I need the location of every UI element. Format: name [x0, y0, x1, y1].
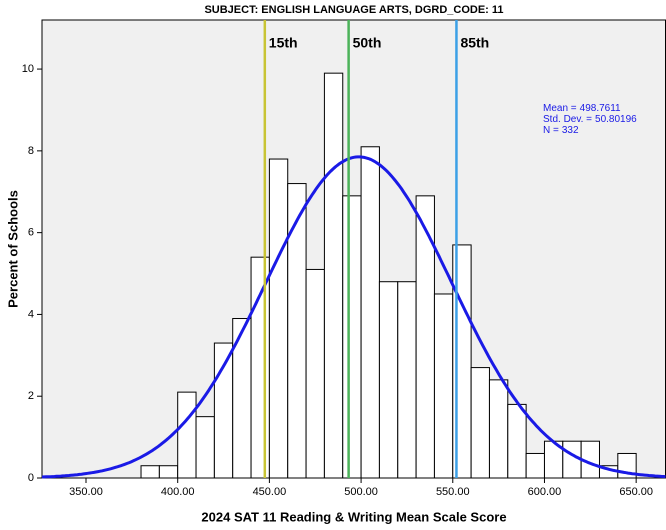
x-tick-label: 600.00 — [528, 486, 562, 498]
stat-value: 332 — [562, 125, 579, 136]
y-tick-label: 0 — [28, 472, 34, 484]
bar — [287, 183, 307, 479]
normal-curve — [41, 155, 666, 479]
stat-text: N = 332 — [543, 125, 579, 136]
bar — [250, 256, 270, 479]
x-tick-label: 400.00 — [161, 486, 195, 498]
y-tick-label: 2 — [28, 390, 34, 402]
bar — [507, 403, 527, 479]
bar — [268, 158, 289, 479]
stat-value: 498.7611 — [580, 103, 621, 114]
bar — [433, 293, 454, 479]
x-tick-label: 550.00 — [436, 486, 470, 498]
x-tick-label: 350.00 — [69, 486, 103, 498]
bar — [140, 465, 160, 479]
x-tick-label: 650.00 — [619, 486, 653, 498]
stat-label: N = — [543, 125, 559, 136]
bar — [342, 195, 362, 479]
bar — [415, 195, 435, 479]
bar — [323, 72, 344, 479]
percentile-label: 85th — [460, 35, 489, 51]
x-tick-label: 450.00 — [253, 486, 287, 498]
x-axis-label: 2024 SAT 11 Reading & Writing Mean Scale… — [201, 509, 506, 524]
chart-title: SUBJECT: ENGLISH LANGUAGE ARTS, DGRD_COD… — [204, 4, 503, 16]
stat-label: Mean = — [543, 103, 577, 114]
bar — [360, 146, 380, 479]
y-tick-label: 4 — [28, 308, 34, 320]
y-axis-label: Percent of Schools — [5, 190, 20, 308]
bar — [525, 452, 545, 479]
bar — [488, 379, 509, 479]
bar — [305, 268, 325, 479]
percentile-label: 50th — [353, 35, 382, 51]
bar — [177, 391, 197, 479]
y-tick-label: 10 — [22, 63, 34, 75]
x-tick-label: 500.00 — [344, 486, 378, 498]
y-tick-label: 6 — [28, 227, 34, 239]
percentile-label: 15th — [269, 35, 298, 51]
bar — [470, 367, 490, 479]
bar — [378, 281, 399, 479]
bar — [158, 465, 179, 479]
bar — [195, 416, 215, 479]
bar — [397, 281, 417, 479]
stat-text: Mean = 498.7611 — [543, 103, 621, 114]
stat-label: Std. Dev. = — [543, 114, 592, 125]
stat-text: Std. Dev. = 50.80196 — [543, 114, 637, 125]
stat-value: 50.80196 — [595, 114, 637, 125]
y-tick-label: 8 — [28, 145, 34, 157]
